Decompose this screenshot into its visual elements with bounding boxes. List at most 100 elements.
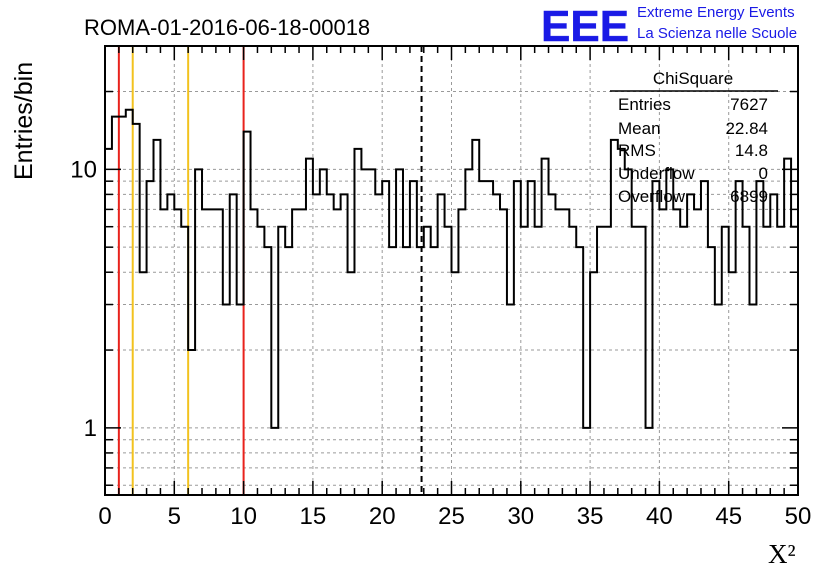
histogram-bin — [396, 169, 403, 495]
x-tick-label: 45 — [715, 503, 742, 530]
stats-label-overflow: Overflow — [618, 187, 686, 206]
histogram-bin — [452, 272, 459, 495]
histogram-bin — [431, 247, 438, 495]
histogram-bin — [472, 140, 479, 495]
histogram-bin — [486, 181, 493, 495]
histogram-bin — [202, 209, 209, 495]
histogram-bin — [313, 194, 320, 495]
histogram-bin — [133, 124, 140, 495]
histogram-bin — [223, 305, 230, 495]
histogram-bin — [341, 194, 348, 495]
histogram-bin — [299, 209, 306, 495]
histogram-bin — [278, 227, 285, 495]
histogram-bin — [445, 227, 452, 495]
histogram-bin — [521, 227, 528, 495]
histogram-bin — [354, 149, 361, 495]
org-line-1: Extreme Energy Events — [637, 4, 795, 21]
histogram-bin — [230, 194, 237, 495]
histogram-bin — [583, 428, 590, 495]
run-title: ROMA-01-2016-06-18-00018 — [84, 15, 370, 40]
x-tick-label: 15 — [300, 503, 327, 530]
histogram-bin — [271, 428, 278, 495]
histogram-bin — [251, 209, 258, 495]
histogram-bin — [181, 227, 188, 495]
x-tick-label: 30 — [507, 503, 534, 530]
tick-labels-layer: 0 5 10 15 20 25 30 35 40 45 50 1 10 — [70, 156, 811, 530]
histogram-bin — [493, 194, 500, 495]
stats-value-rms: 14.8 — [735, 141, 768, 160]
histogram-bin — [458, 209, 465, 495]
histogram-bin — [729, 272, 736, 495]
x-tick-label: 40 — [646, 503, 673, 530]
histogram-bin — [646, 428, 653, 495]
x-tick-label: 50 — [785, 503, 812, 530]
histogram-bin — [597, 227, 604, 495]
histogram-bin — [188, 350, 195, 495]
histogram-bin — [722, 227, 729, 495]
histogram-bin — [514, 181, 521, 495]
grid-layer — [105, 46, 798, 495]
histogram-bin — [639, 227, 646, 495]
histogram-bin — [160, 209, 167, 495]
histogram-bin — [112, 117, 119, 495]
histogram-bin — [334, 209, 341, 495]
stats-box: ChiSquare Entries 7627 Mean 22.84 RMS 14… — [610, 69, 778, 206]
histogram-bin — [167, 194, 174, 495]
histogram-bin — [576, 247, 583, 495]
histogram-bin — [417, 247, 424, 495]
histogram-bin — [694, 209, 701, 495]
stats-label-entries: Entries — [618, 95, 671, 114]
histogram-bin — [348, 272, 355, 495]
histogram-bin — [410, 181, 417, 495]
histogram-bin — [743, 227, 750, 495]
histogram-bin — [708, 247, 715, 495]
histogram-bin — [465, 169, 472, 495]
histogram-bin — [701, 181, 708, 495]
histogram-bin — [285, 247, 292, 495]
histogram-bin — [749, 305, 756, 495]
histogram-bin — [555, 209, 562, 495]
histogram-bin — [528, 181, 535, 495]
x-tick-label: 20 — [369, 503, 396, 530]
histogram-bin — [195, 169, 202, 495]
histogram-bin — [264, 247, 271, 495]
stats-label-rms: RMS — [618, 141, 656, 160]
x-tick-label: 25 — [438, 503, 465, 530]
histogram-bin — [154, 140, 161, 495]
histogram-bin — [736, 181, 743, 495]
histogram-bin — [625, 169, 632, 495]
histogram-bin — [562, 209, 569, 495]
histogram-bin — [119, 117, 126, 495]
histogram-bin — [320, 169, 327, 495]
histogram-bin — [375, 194, 382, 495]
stats-value-underflow: 0 — [759, 164, 768, 183]
eee-logo: EEE — [541, 2, 629, 51]
histogram-bin — [763, 227, 770, 495]
histogram-bin — [327, 194, 334, 495]
histogram-bin — [784, 159, 791, 495]
histogram-bin — [382, 181, 389, 495]
histogram-bin — [687, 194, 694, 495]
histogram-bin — [479, 181, 486, 495]
histogram-bin — [237, 305, 244, 495]
histogram-series — [105, 108, 798, 429]
histogram-bin — [244, 132, 251, 495]
histogram-bin — [569, 227, 576, 495]
histogram-bin — [361, 169, 368, 495]
histogram-bin — [652, 181, 659, 495]
histogram-bin — [604, 227, 611, 495]
x-tick-label: 10 — [230, 503, 257, 530]
histogram-bin — [306, 159, 313, 495]
histogram-bin — [424, 227, 431, 495]
y-tick-label: 10 — [70, 156, 97, 183]
histogram-bin — [770, 194, 777, 495]
histogram-bin — [666, 169, 673, 495]
x-tick-label: 35 — [577, 503, 604, 530]
histogram-bin — [777, 227, 784, 495]
histogram-bin — [542, 159, 549, 495]
histogram-bin — [673, 209, 680, 495]
histogram-bin — [507, 305, 514, 495]
org-line-2: La Scienza nelle Scuole — [637, 25, 797, 42]
